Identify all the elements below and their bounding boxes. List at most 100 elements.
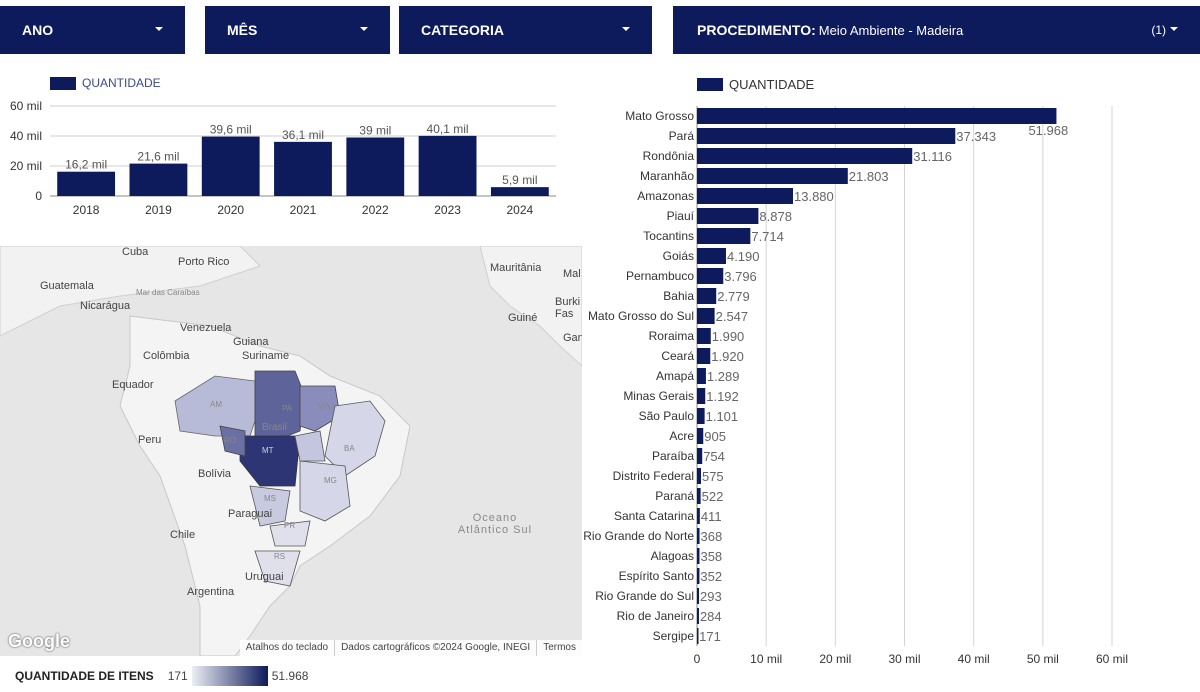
- x-tick-label: 30 mil: [888, 652, 920, 666]
- bar-value-label: 39 mil: [359, 124, 391, 138]
- bar: [697, 148, 913, 164]
- bar-value-label: 8.878: [759, 209, 792, 224]
- bar: [697, 108, 1057, 124]
- map-state-label: MS: [264, 494, 276, 503]
- state-chart-legend[interactable]: QUANTIDADE: [697, 77, 814, 92]
- x-tick-label: 40 mil: [958, 652, 990, 666]
- bar: [697, 348, 711, 364]
- map-state-label: MA: [318, 402, 330, 411]
- map-state-label: PR: [284, 521, 296, 530]
- state-am[interactable]: [174, 375, 256, 437]
- bar-value-label: 1.101: [706, 409, 739, 424]
- x-tick-label: 2021: [290, 203, 317, 217]
- bar-value-label: 5,9 mil: [502, 173, 537, 187]
- map-legend-min: 171: [167, 669, 188, 683]
- terms-link[interactable]: Termos: [536, 640, 582, 656]
- map-label-country: Mal: [563, 268, 581, 280]
- map-label-country: Guiné: [508, 312, 538, 324]
- x-tick-label: 2018: [73, 203, 100, 217]
- filter-ano-label: ANO: [22, 22, 54, 38]
- map-label-country: Peru: [138, 434, 162, 446]
- y-tick-label: Rio Grande do Norte: [583, 529, 694, 543]
- bar-value-label: 36,1 mil: [282, 128, 324, 142]
- year-chart-legend[interactable]: QUANTIDADE: [50, 76, 161, 90]
- map-label-country: Chile: [170, 529, 196, 541]
- state-rs[interactable]: [254, 550, 301, 587]
- x-tick-label: 20 mil: [819, 652, 851, 666]
- bar-value-label: 3.796: [724, 269, 757, 284]
- bar: [697, 568, 700, 584]
- map-label-country: Suriname: [242, 350, 290, 362]
- map-label-country: Bolívia: [198, 468, 232, 480]
- y-tick-label: Paraíba: [652, 449, 694, 463]
- map-label-country: Mauritânia: [490, 262, 542, 274]
- filter-mes-label: MÊS: [227, 22, 258, 38]
- bar: [697, 388, 706, 404]
- state-mg[interactable]: [299, 460, 351, 522]
- y-tick-label: Tocantins: [643, 229, 694, 243]
- legend-label: QUANTIDADE: [729, 77, 815, 92]
- y-tick-label: Minas Gerais: [623, 389, 694, 403]
- map-legend-max: 51.968: [271, 669, 309, 683]
- bar: [697, 408, 705, 424]
- map-state-label: AM: [210, 400, 222, 409]
- y-tick-label: Piauí: [667, 209, 695, 223]
- bar: [697, 328, 711, 344]
- state-pr[interactable]: [269, 520, 311, 547]
- y-tick-label: Mato Grosso: [625, 109, 694, 123]
- map[interactable]: Cuba Porto Rico Guatemala Mar das Caraíb…: [0, 246, 582, 656]
- state-ro[interactable]: [219, 425, 246, 457]
- filter-categoria[interactable]: CATEGORIA: [399, 6, 652, 54]
- y-tick-label: Pernambuco: [626, 269, 694, 283]
- map-label-country: Porto Rico: [178, 256, 230, 268]
- filter-procedimento-value: Meio Ambiente - Madeira: [818, 22, 964, 38]
- y-tick-label: Roraima: [649, 329, 695, 343]
- map-state-label: BA: [344, 444, 355, 453]
- map-state-label: MG: [324, 476, 337, 485]
- filter-ano[interactable]: ANO: [0, 6, 185, 54]
- y-tick-label: 0: [35, 189, 42, 203]
- map-attribution: Atalhos do teclado Dados cartográficos ©…: [239, 640, 582, 656]
- y-tick-label: Alagoas: [651, 549, 694, 563]
- chevron-down-icon: [155, 27, 163, 31]
- filter-procedimento[interactable]: PROCEDIMENTO: Meio Ambiente - Madeira (1…: [673, 6, 1200, 54]
- state-to[interactable]: [294, 430, 326, 462]
- y-tick-label: Santa Catarina: [614, 509, 694, 523]
- map-label-country: Guiana: [233, 336, 269, 348]
- bar: [697, 228, 751, 244]
- y-tick-label: Rio de Janeiro: [617, 609, 695, 623]
- state-mt[interactable]: [239, 435, 301, 487]
- bar-value-label: 4.190: [727, 249, 760, 264]
- bar-value-label: 368: [701, 529, 723, 544]
- legend-swatch: [50, 76, 76, 90]
- map-label-country: Nicarágua: [80, 300, 131, 312]
- bar: [697, 508, 700, 524]
- x-tick-label: 2020: [217, 203, 244, 217]
- bar: [697, 548, 700, 564]
- bar-value-label: 2.779: [717, 289, 750, 304]
- map-label-ocean-line1: Oceano: [472, 512, 518, 524]
- bar-value-label: 51.968: [1028, 123, 1068, 138]
- state-ba[interactable]: [324, 400, 386, 477]
- bar: [129, 163, 188, 196]
- bar: [697, 368, 706, 384]
- keyboard-shortcuts-link[interactable]: Atalhos do teclado: [245, 642, 329, 653]
- bar: [346, 137, 405, 196]
- map-label-country: Cuba: [122, 246, 149, 258]
- state-ms[interactable]: [249, 485, 291, 527]
- bar: [697, 188, 794, 204]
- y-tick-label: Ceará: [661, 349, 694, 363]
- y-tick-label: 60 mil: [10, 99, 42, 113]
- bar-value-label: 352: [700, 569, 722, 584]
- bar-value-label: 284: [700, 609, 722, 624]
- bar: [697, 588, 700, 604]
- bar-value-label: 37.343: [956, 129, 996, 144]
- x-tick-label: 60 mil: [1096, 652, 1128, 666]
- map-label-country: Guatemala: [40, 280, 94, 292]
- bar: [697, 488, 701, 504]
- map-state-label: RO: [224, 436, 236, 445]
- filter-mes[interactable]: MÊS: [205, 6, 390, 54]
- state-ma[interactable]: [299, 385, 341, 432]
- bar-value-label: 31.116: [913, 149, 952, 164]
- y-tick-label: Paraná: [655, 489, 694, 503]
